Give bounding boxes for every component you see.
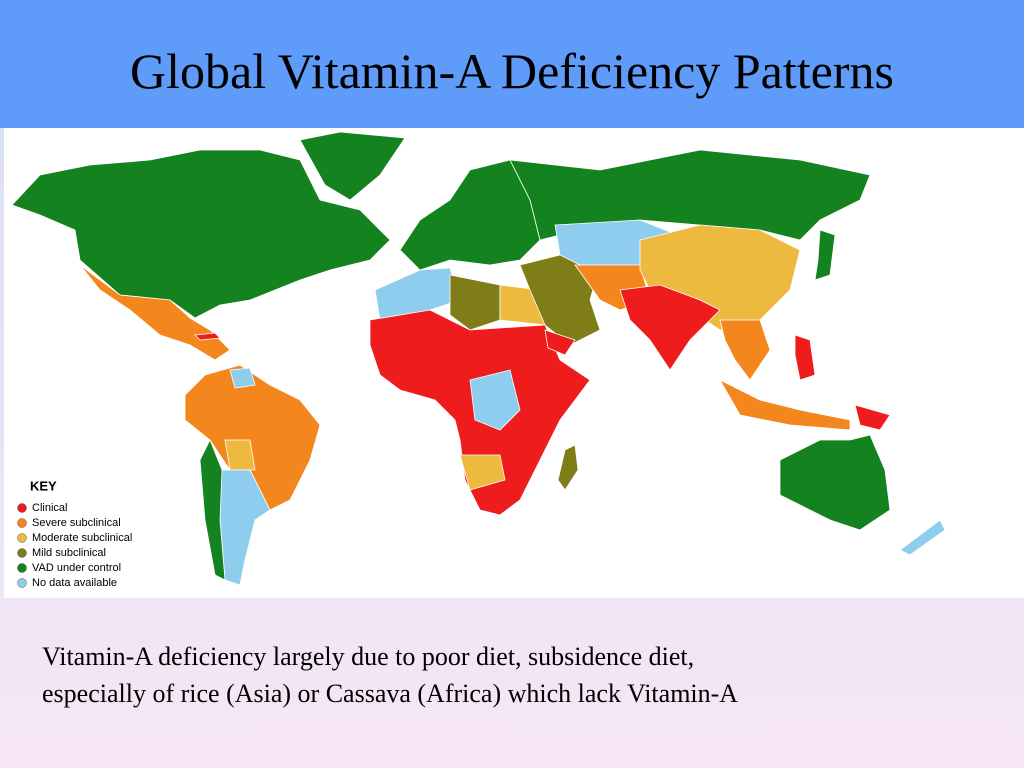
key-swatch [17,533,27,543]
map-key: KEY Clinical Severe subclinical Moderate s… [17,478,132,589]
key-label: Severe subclinical [32,517,121,529]
madagascar [557,444,579,491]
yemen [544,329,576,356]
key-title: KEY [30,478,57,493]
caribbean [194,332,221,341]
new-zealand [899,519,946,556]
south-america-north [184,364,321,511]
key-swatch [17,503,27,513]
key-swatch [17,518,27,528]
world-map: KEY Clinical Severe subclinical Moderate s… [4,128,1024,598]
greenland [299,131,406,201]
congo [469,369,521,431]
caption-line: especially of rice (Asia) or Cassava (Af… [42,679,739,708]
australia [779,434,891,531]
guianas [229,367,256,389]
chile [199,439,226,581]
indonesia [718,379,851,431]
key-label: Mild subclinical [32,547,106,559]
title-band [0,0,1024,128]
philippines [794,334,816,381]
southeast-asia [719,319,771,381]
bolivia [224,439,256,471]
key-label: VAD under control [32,562,121,574]
japan [814,229,836,281]
key-swatch [17,548,27,558]
key-swatch [17,563,27,573]
papua-new-guinea [854,404,891,431]
key-label: Moderate subclinical [32,532,132,544]
mexico [79,264,231,361]
key-label: Clinical [32,502,67,514]
india [619,284,721,371]
caption: Vitamin-A deficiency largely due to poor… [42,638,738,712]
caption-line: Vitamin-A deficiency largely due to poor… [42,642,695,671]
libya [449,274,501,331]
key-label: No data available [32,577,117,589]
slide-title: Global Vitamin-A Deficiency Patterns [130,43,894,99]
key-swatch [17,578,27,588]
north-america [11,149,391,319]
namibia [459,454,506,491]
russia [509,149,871,241]
